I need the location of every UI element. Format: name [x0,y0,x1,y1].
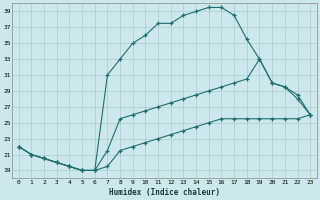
X-axis label: Humidex (Indice chaleur): Humidex (Indice chaleur) [109,188,220,197]
